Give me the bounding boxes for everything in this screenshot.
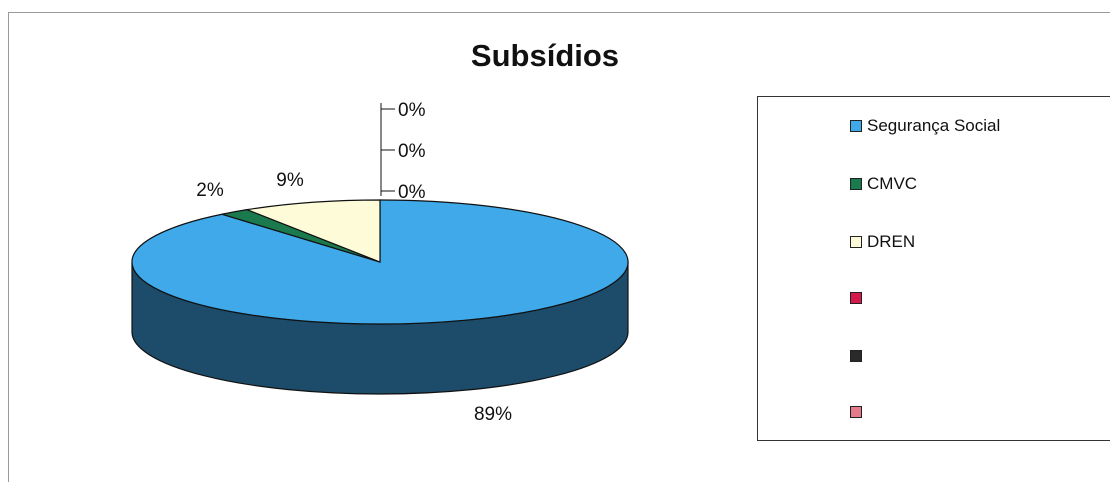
legend-item-cmvc: CMVC [850, 173, 917, 195]
legend-label: DREN [867, 232, 916, 251]
pct-label-5: 0% [398, 182, 426, 203]
legend-item-seguranca-social: Segurança Social [850, 115, 1000, 137]
legend-swatch [850, 236, 862, 248]
legend-item-6 [850, 401, 867, 423]
legend-label: Segurança Social [867, 116, 1001, 135]
pie-slice-2 [244, 199, 381, 263]
legend-swatch [850, 120, 862, 132]
chart-title: Subsídios [470, 38, 620, 73]
legend-item-4 [850, 287, 867, 309]
legend-item-dren: DREN [850, 231, 915, 253]
legend-swatch [850, 406, 862, 418]
legend-label: CMVC [867, 174, 918, 193]
legend-swatch [850, 178, 862, 190]
pct-label-2: 9% [276, 170, 304, 191]
chart-legend: Segurança Social CMVC DREN [757, 96, 1110, 441]
pct-label-1: 2% [196, 180, 224, 201]
legend-item-5 [850, 345, 867, 367]
legend-swatch [850, 350, 862, 362]
pct-label-3: 0% [398, 100, 426, 121]
pct-label-0: 89% [474, 404, 512, 425]
legend-swatch [850, 292, 862, 304]
chart-area [8, 12, 1110, 482]
pct-label-4: 0% [398, 141, 426, 162]
